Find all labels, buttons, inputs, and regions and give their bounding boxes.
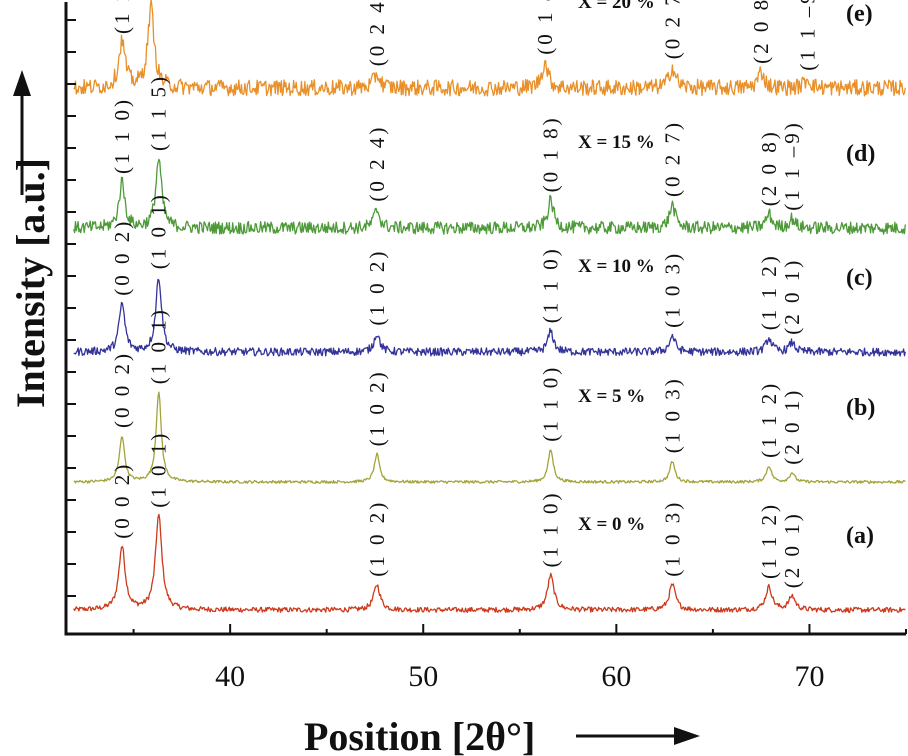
y-axis-arrow bbox=[13, 70, 31, 195]
panel-label: (e) bbox=[846, 1, 873, 27]
peak-label: (1 1 –9) bbox=[780, 120, 804, 211]
x-tick-label: 50 bbox=[408, 660, 438, 693]
xrd-trace-a bbox=[73, 513, 906, 613]
peak-label: (1 1 0) bbox=[110, 0, 134, 34]
traces-layer bbox=[73, 0, 906, 613]
panel-label: (a) bbox=[846, 523, 874, 549]
peak-label: (2 0 1) bbox=[780, 388, 804, 465]
xrd-trace-e bbox=[73, 0, 906, 97]
peak-label: (1 0 3) bbox=[660, 251, 684, 328]
x-tick-label: 60 bbox=[601, 660, 631, 693]
peak-label: (1 1 –9) bbox=[796, 0, 820, 71]
peak-label: (1 0 2) bbox=[365, 500, 389, 577]
concentration-label: X = 5 % bbox=[578, 386, 645, 407]
axes-layer: 40 50 60 70 bbox=[64, 2, 907, 693]
y-axis-title: Intensity [a.u.] bbox=[8, 158, 53, 408]
peak-label: (0 2 4) bbox=[365, 0, 389, 66]
x-tick-label: 70 bbox=[794, 660, 824, 693]
peak-label: (1 1 5) bbox=[147, 74, 171, 151]
concentration-label: X = 0 % bbox=[578, 514, 645, 535]
peak-label: (0 0 2) bbox=[110, 219, 134, 296]
peak-label: (1 1 2) bbox=[757, 381, 781, 458]
peak-label: (1 0 1) bbox=[147, 192, 171, 269]
concentration-label: X = 15 % bbox=[578, 132, 655, 153]
peak-label: (1 0 3) bbox=[660, 500, 684, 577]
peak-label: (0 2 7) bbox=[660, 0, 684, 59]
x-tick-label: 40 bbox=[215, 660, 245, 693]
peak-label: (1 1 0) bbox=[110, 97, 134, 174]
peak-label: (0 1 8) bbox=[533, 0, 557, 55]
panel-label: (b) bbox=[846, 395, 875, 421]
x-axis-arrow bbox=[576, 727, 700, 745]
panel-label: (c) bbox=[846, 265, 873, 291]
peak-label: (0 0 2) bbox=[110, 462, 134, 539]
xrd-trace-b bbox=[73, 391, 906, 484]
peak-label: (2 0 8) bbox=[757, 129, 781, 206]
panel-label: (d) bbox=[846, 141, 875, 167]
peak-label: (0 0 2) bbox=[110, 351, 134, 428]
peak-label: (2 0 8) bbox=[749, 0, 773, 64]
labels-layer: (a) X = 0 % (0 0 2) (1 0 1) (1 0 2) (1 1 0) (1… bbox=[110, 0, 875, 588]
xrd-trace-d bbox=[73, 158, 906, 235]
peak-label: (1 0 3) bbox=[660, 376, 684, 453]
peak-label: (1 0 1) bbox=[147, 307, 171, 384]
peak-label: (1 1 2) bbox=[757, 502, 781, 579]
peak-label: (2 0 1) bbox=[780, 258, 804, 335]
peak-label: (0 2 7) bbox=[660, 120, 684, 197]
peak-label: (1 0 2) bbox=[365, 369, 389, 446]
peak-label: (1 0 1) bbox=[147, 431, 171, 508]
peak-label: (1 1 0) bbox=[539, 246, 563, 323]
peak-label: (0 2 4) bbox=[365, 125, 389, 202]
peak-label: (1 1 0) bbox=[539, 491, 563, 568]
concentration-label: X = 10 % bbox=[578, 256, 655, 277]
peak-label: (0 1 8) bbox=[539, 115, 563, 192]
peak-label: (1 0 2) bbox=[365, 249, 389, 326]
peak-label: (2 0 1) bbox=[780, 511, 804, 588]
concentration-label: X = 20 % bbox=[578, 0, 655, 13]
xrd-trace-c bbox=[73, 278, 906, 357]
x-axis-title: Position [2θ°] bbox=[304, 714, 535, 756]
peak-label: (1 1 0) bbox=[539, 365, 563, 442]
peak-label: (1 1 2) bbox=[757, 253, 781, 330]
